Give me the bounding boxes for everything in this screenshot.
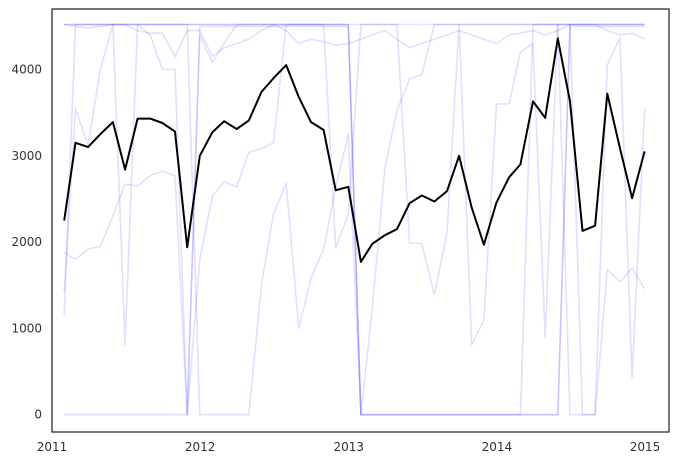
y-axis: 0 1000 2000 3000 4000 — [11, 62, 42, 421]
y-tick-label: 0 — [34, 408, 42, 422]
y-tick-label: 2000 — [11, 235, 42, 249]
x-tick-label: 2013 — [333, 440, 364, 454]
x-tick-label: 2012 — [185, 440, 216, 454]
background-series-line-4 — [63, 23, 645, 416]
y-tick-label: 4000 — [11, 62, 42, 76]
x-tick-label: 2011 — [37, 440, 68, 454]
x-tick-label: 2014 — [482, 440, 513, 454]
main-series-line — [63, 37, 646, 263]
y-tick-label: 1000 — [11, 321, 42, 335]
background-series-line-6 — [64, 23, 645, 58]
x-tick-label: 2015 — [630, 440, 661, 454]
main-series-group — [63, 37, 646, 263]
background-series-line-7 — [64, 23, 646, 416]
plot-frame — [51, 8, 670, 433]
y-tick-label: 3000 — [11, 149, 42, 163]
x-axis: 2011 2012 2013 2014 2015 — [37, 440, 661, 454]
